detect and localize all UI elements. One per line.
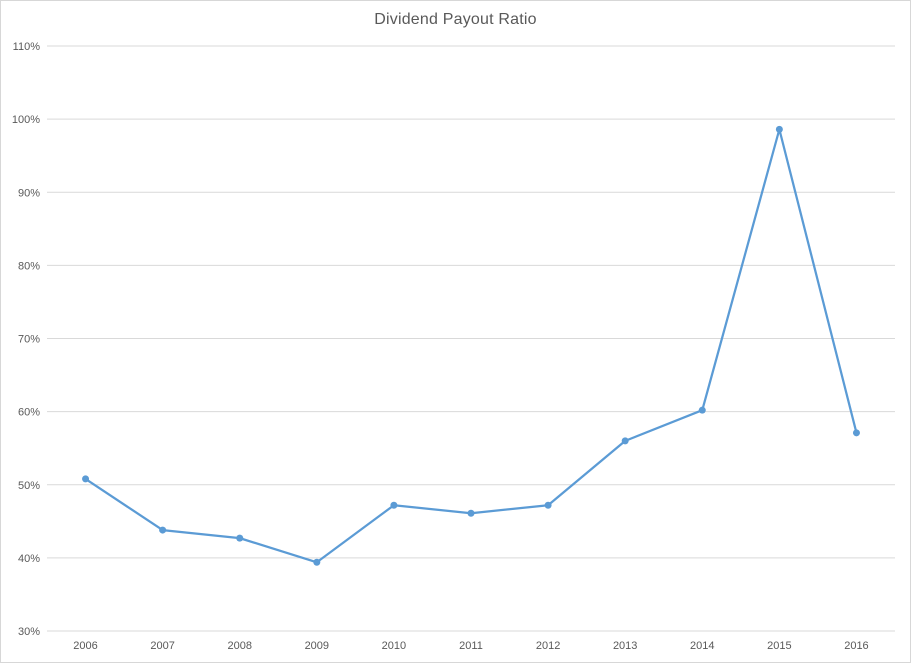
x-tick-label: 2016 (844, 640, 868, 652)
data-point (390, 501, 398, 509)
x-tick-label: 2011 (459, 640, 483, 652)
y-tick-label: 30% (18, 626, 40, 638)
chart-title: Dividend Payout Ratio (374, 11, 537, 28)
data-point (544, 501, 552, 509)
data-point (775, 125, 783, 133)
x-tick-label: 2008 (227, 640, 251, 652)
x-tick-label: 2006 (73, 640, 97, 652)
data-point (313, 558, 321, 566)
data-point (236, 534, 244, 542)
y-tick-label: 110% (13, 41, 41, 53)
x-tick-label: 2007 (150, 640, 174, 652)
y-tick-label: 70% (18, 334, 40, 346)
y-tick-label: 40% (18, 553, 40, 565)
series-line (84, 128, 858, 564)
y-tick-label: 90% (18, 187, 40, 199)
y-tick-label: 50% (18, 480, 40, 492)
data-point (852, 429, 860, 437)
x-tick-label: 2010 (382, 640, 406, 652)
data-point (82, 475, 90, 483)
y-tick-label: 60% (18, 407, 40, 419)
x-tick-label: 2013 (613, 640, 637, 652)
x-tick-label: 2014 (690, 640, 714, 652)
x-tick-label: 2009 (305, 640, 329, 652)
data-point (467, 509, 475, 517)
x-tick-label: 2015 (767, 640, 791, 652)
y-tick-label: 80% (18, 260, 40, 272)
x-tick-label: 2012 (536, 640, 560, 652)
data-point (159, 526, 167, 534)
data-point (698, 406, 706, 414)
data-point (621, 437, 629, 445)
y-tick-label: 100% (12, 114, 40, 126)
